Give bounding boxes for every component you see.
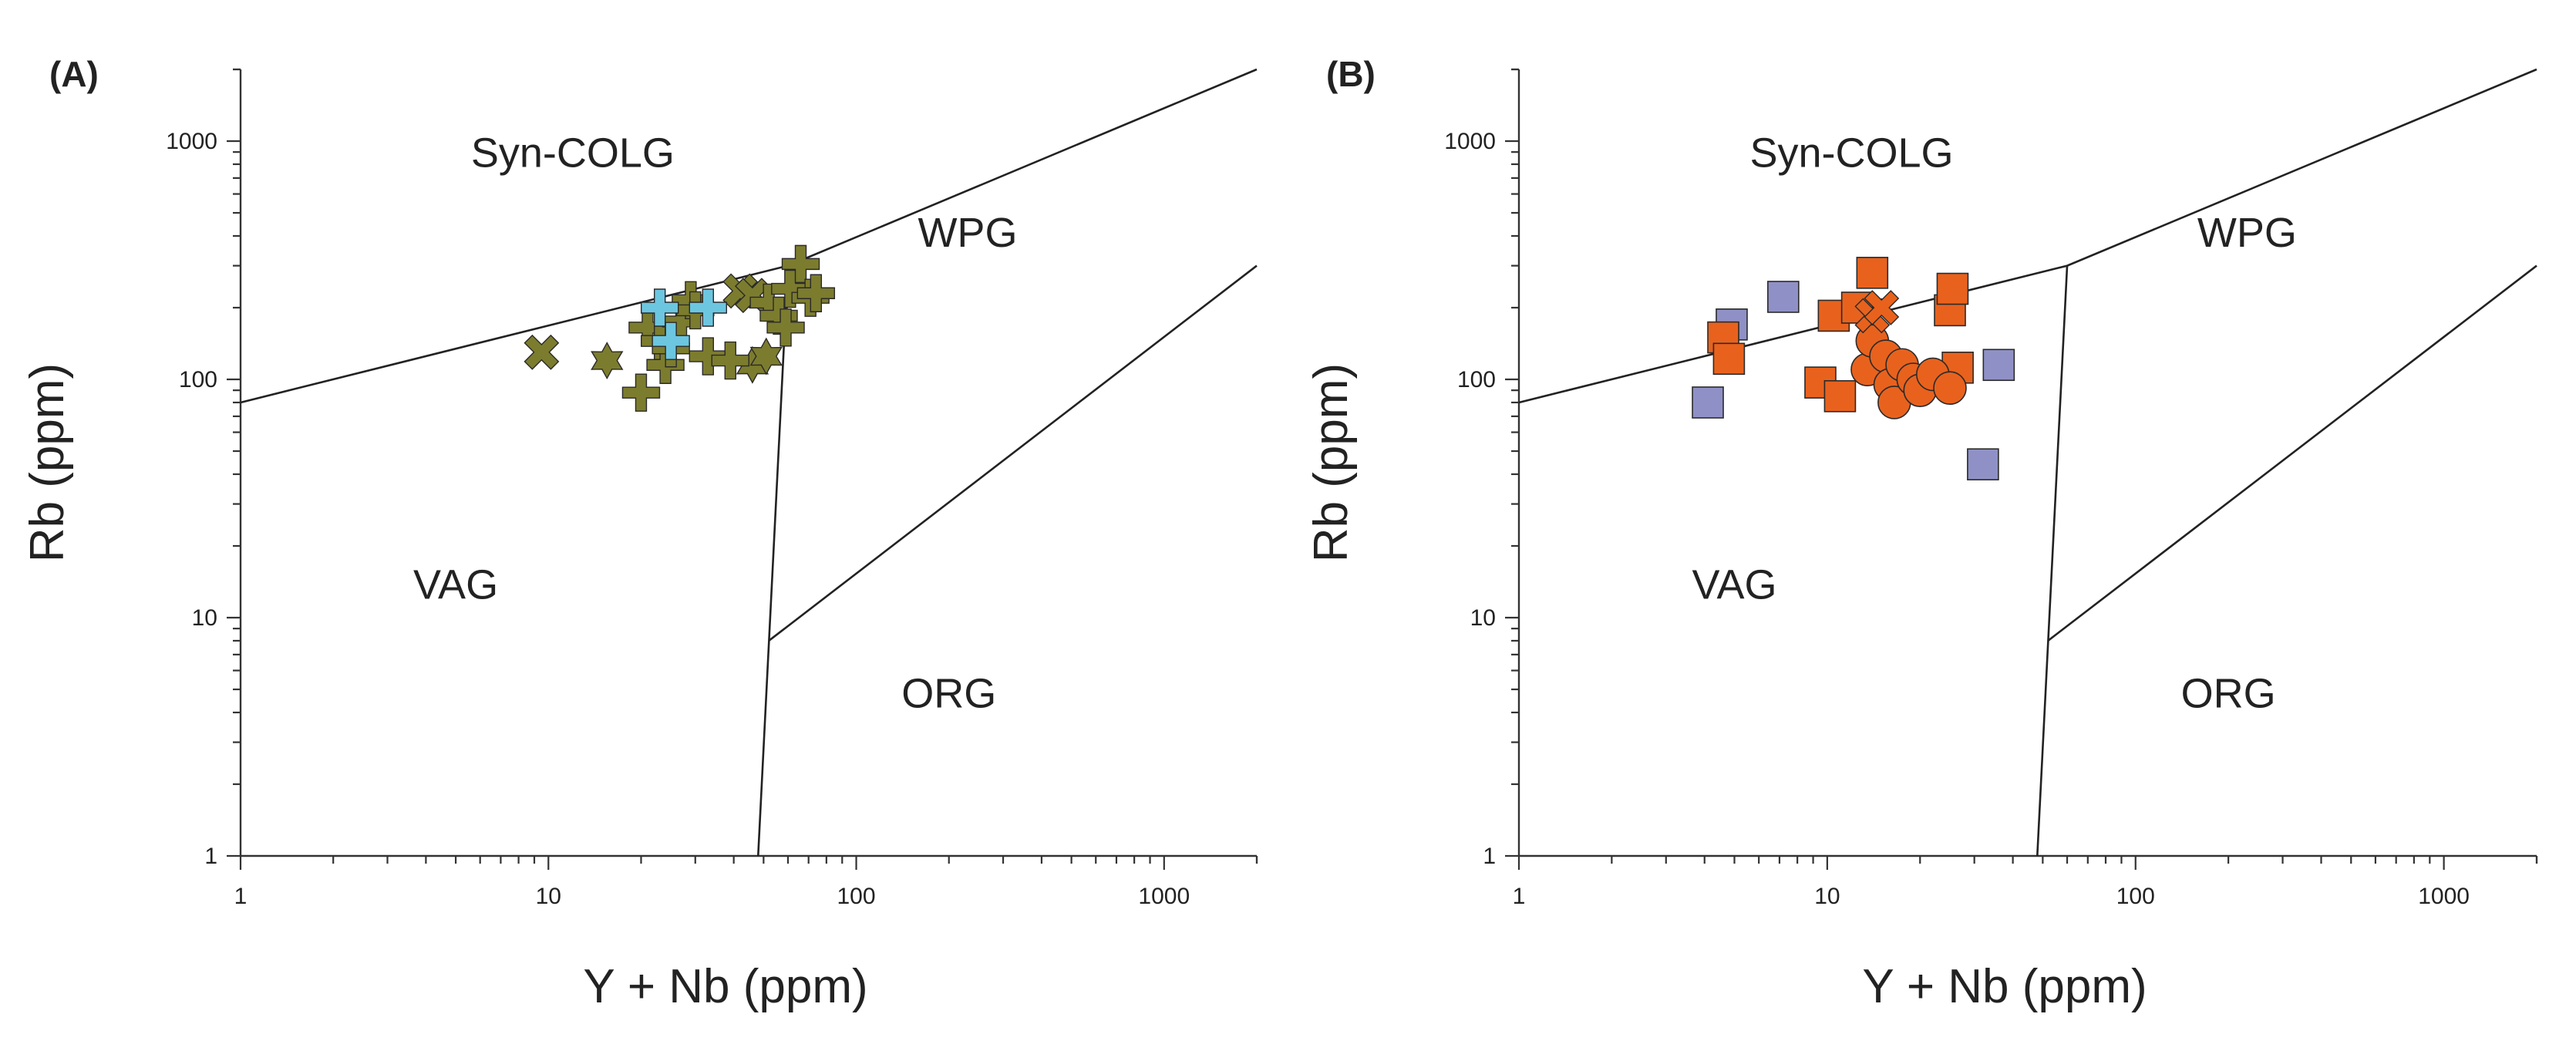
field-label-org: ORG <box>2181 670 2276 716</box>
chart-panel-b: 1 10 100 1000 1 10 100 1000 Y + Nb (ppm) Rb (ppm)… <box>1305 54 2538 1013</box>
field-label-org: ORG <box>901 670 996 716</box>
field-label-wpg: WPG <box>918 210 1017 256</box>
data-point <box>771 269 810 308</box>
field-label-wpg: WPG <box>2197 210 2297 256</box>
field-boundary <box>1518 68 2537 404</box>
x-tick-label: 1 <box>234 884 247 909</box>
x-tick-label: 100 <box>837 884 876 909</box>
field-label-syn-colg: Syn-COLG <box>471 130 675 176</box>
x-axis-title: Y + Nb (ppm) <box>1862 960 2147 1013</box>
field-boundary <box>756 265 790 857</box>
data-point <box>689 337 727 376</box>
x-tick-label: 1 <box>1513 884 1526 909</box>
y-tick-label: 10 <box>192 605 217 631</box>
y-axis-title: Rb (ppm) <box>1305 363 1358 562</box>
data-point <box>652 322 690 360</box>
y-tick-label: 100 <box>179 367 217 392</box>
data-point <box>749 337 783 376</box>
field-label-vag: VAG <box>413 562 498 608</box>
data-point <box>1936 272 1969 305</box>
x-tick-label: 10 <box>1814 884 1840 909</box>
chart-panel-a: 1 10 100 1000 1 10 100 1000 Y + Nb (ppm) Rb (ppm)… <box>21 54 1258 1013</box>
field-label-syn-colg: Syn-COLG <box>1749 130 1953 176</box>
series-star <box>591 337 783 384</box>
data-point <box>1856 257 1889 289</box>
x-axis-title: Y + Nb (ppm) <box>583 960 867 1013</box>
field-boundary <box>240 68 1258 404</box>
y-tick-label: 100 <box>1457 367 1496 392</box>
data-point <box>1864 290 1900 325</box>
x-tick-label: 100 <box>2116 884 2155 909</box>
x-tick-label: 1000 <box>1138 884 1190 909</box>
data-point <box>711 341 749 380</box>
data-point <box>1712 342 1746 376</box>
series-circle <box>1850 324 1967 419</box>
data-point <box>766 308 805 347</box>
panel-label: (A) <box>49 54 99 94</box>
y-tick-label: 10 <box>1470 605 1496 631</box>
field-boundary <box>2047 264 2537 642</box>
field-boundary <box>768 264 1258 642</box>
data-point <box>796 274 836 312</box>
data-point <box>1692 386 1724 419</box>
series-plus <box>621 244 836 412</box>
x-tick-label: 1000 <box>2418 884 2470 909</box>
series-x <box>1854 290 1900 334</box>
data-point <box>621 373 661 412</box>
series-plus <box>640 288 727 360</box>
data-point <box>591 342 624 379</box>
panel-label: (B) <box>1326 54 1376 94</box>
y-tick-label: 1 <box>204 844 217 869</box>
field-boundary <box>2036 265 2069 857</box>
data-point <box>1967 448 1999 480</box>
data-point <box>1933 371 1967 406</box>
y-tick-label: 1000 <box>1444 129 1496 154</box>
x-tick-label: 10 <box>536 884 561 909</box>
field-label-vag: VAG <box>1692 562 1776 608</box>
data-point <box>1823 380 1857 413</box>
y-tick-label: 1000 <box>166 129 217 154</box>
data-point <box>1982 349 2015 382</box>
series-square <box>1707 257 1974 413</box>
data-point <box>1767 281 1800 313</box>
y-tick-label: 1 <box>1483 844 1496 869</box>
y-axis-title: Rb (ppm) <box>21 363 74 562</box>
data-point <box>524 334 560 370</box>
data-point <box>689 288 727 327</box>
